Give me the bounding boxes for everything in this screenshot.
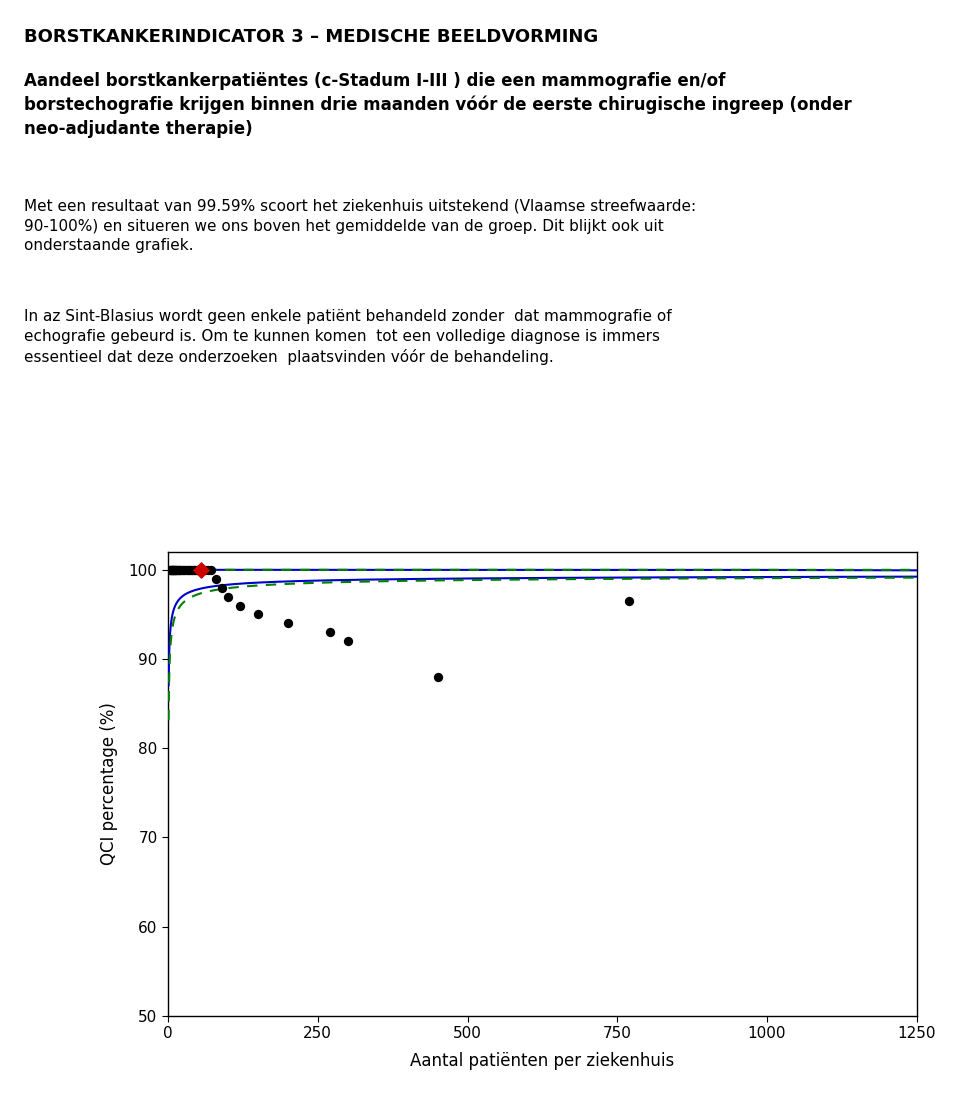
Text: Met een resultaat van 99.59% scoort het ziekenhuis uitstekend (Vlaamse streefwaa: Met een resultaat van 99.59% scoort het … xyxy=(24,199,696,253)
Point xyxy=(621,592,636,609)
Point xyxy=(166,561,181,578)
Point xyxy=(198,561,213,578)
Point xyxy=(208,570,224,587)
Point xyxy=(280,615,296,633)
Y-axis label: QCI percentage (%): QCI percentage (%) xyxy=(100,702,117,866)
Point xyxy=(167,561,182,578)
Point xyxy=(214,578,229,596)
Point xyxy=(340,633,355,650)
Point xyxy=(164,561,180,578)
Point xyxy=(169,561,184,578)
Point xyxy=(180,561,196,578)
Point xyxy=(162,561,178,578)
Point xyxy=(195,561,210,578)
Point xyxy=(430,668,445,686)
Point xyxy=(193,561,208,578)
Point xyxy=(181,561,197,578)
Point xyxy=(187,561,203,578)
Point xyxy=(179,561,194,578)
Point xyxy=(164,561,180,578)
Point xyxy=(183,561,199,578)
Point xyxy=(232,596,248,614)
Point xyxy=(174,561,189,578)
X-axis label: Aantal patiënten per ziekenhuis: Aantal patiënten per ziekenhuis xyxy=(410,1052,675,1070)
Point xyxy=(171,561,186,578)
Point xyxy=(163,561,179,578)
Point xyxy=(169,561,184,578)
Point xyxy=(172,561,187,578)
Point xyxy=(190,561,205,578)
Text: Aandeel borstkankerpatiëntes (c-Stadum I-III ) die een mammografie en/of
borstec: Aandeel borstkankerpatiëntes (c-Stadum I… xyxy=(24,72,852,138)
Point xyxy=(171,561,186,578)
Point xyxy=(165,561,180,578)
Point xyxy=(166,561,181,578)
Text: In az Sint-Blasius wordt geen enkele patiënt behandeld zonder  dat mammografie o: In az Sint-Blasius wordt geen enkele pat… xyxy=(24,309,672,365)
Point xyxy=(184,561,200,578)
Point xyxy=(162,561,178,578)
Point xyxy=(322,624,337,641)
Point xyxy=(186,561,202,578)
Point xyxy=(201,561,216,578)
Point xyxy=(167,561,182,578)
Point xyxy=(177,561,192,578)
Point xyxy=(251,606,266,624)
Point xyxy=(220,587,235,605)
Text: BORSTKANKERINDICATOR 3 – MEDISCHE BEELDVORMING: BORSTKANKERINDICATOR 3 – MEDISCHE BEELDV… xyxy=(24,28,598,45)
Point xyxy=(176,561,191,578)
Point xyxy=(193,561,208,578)
Point xyxy=(189,561,204,578)
Point xyxy=(204,561,219,578)
